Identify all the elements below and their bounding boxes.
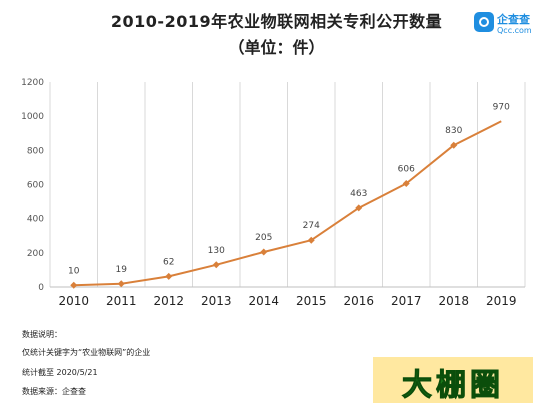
notes-line-1: 仅统计关键字为“农业物联网”的企业 [22,348,151,357]
watermark-text: 大棚圈 [402,368,504,404]
y-tick-label: 200 [27,249,44,259]
data-label: 19 [116,265,128,275]
x-tick-label: 2015 [296,294,327,308]
y-tick-label: 0 [38,283,44,293]
notes-line-3: 数据来源：企查查 [22,387,86,396]
data-label: 130 [208,246,225,256]
data-label: 606 [398,164,415,174]
notes-line-2: 统计截至 2020/5/21 [22,368,98,377]
chart-subtitle: （单位：件） [228,38,325,57]
y-tick-label: 1200 [21,78,44,88]
data-label: 62 [163,257,174,267]
data-label: 205 [255,233,272,243]
data-point [307,236,315,244]
series-line [73,120,502,287]
x-tick-label: 2017 [391,294,422,308]
x-tick-label: 2019 [486,294,517,308]
chart-title: 2010-2019年农业物联网相关专利公开数量 [110,12,443,31]
logo-domain: Qcc.com [497,26,532,35]
data-point [212,261,220,269]
x-tick-label: 2012 [153,294,184,308]
x-tick-label: 2010 [58,294,89,308]
x-tick-label: 2016 [343,294,374,308]
data-point [260,248,268,256]
notes-heading: 数据说明： [22,330,62,339]
data-point [165,272,173,280]
logo-icon [474,12,494,32]
data-label: 463 [350,189,367,199]
x-tick-label: 2018 [438,294,469,308]
x-tick-label: 2011 [106,294,137,308]
y-tick-label: 600 [27,181,44,191]
x-tick-label: 2013 [201,294,232,308]
data-label: 970 [493,102,510,112]
brand-logo: 企查查 Qcc.com [474,10,544,40]
y-tick-label: 1000 [21,112,44,122]
data-point [355,204,363,212]
data-label: 10 [68,266,80,276]
data-point [117,280,125,288]
data-point [402,179,410,187]
x-tick-label: 2014 [248,294,279,308]
data-point [70,281,78,289]
data-label: 274 [303,221,320,231]
y-tick-label: 400 [27,215,44,225]
watermark: 大棚圈 [373,357,533,404]
data-label: 830 [445,126,462,136]
y-tick-label: 800 [27,146,44,156]
data-point [450,141,458,149]
logo-name: 企查查 [497,13,530,26]
